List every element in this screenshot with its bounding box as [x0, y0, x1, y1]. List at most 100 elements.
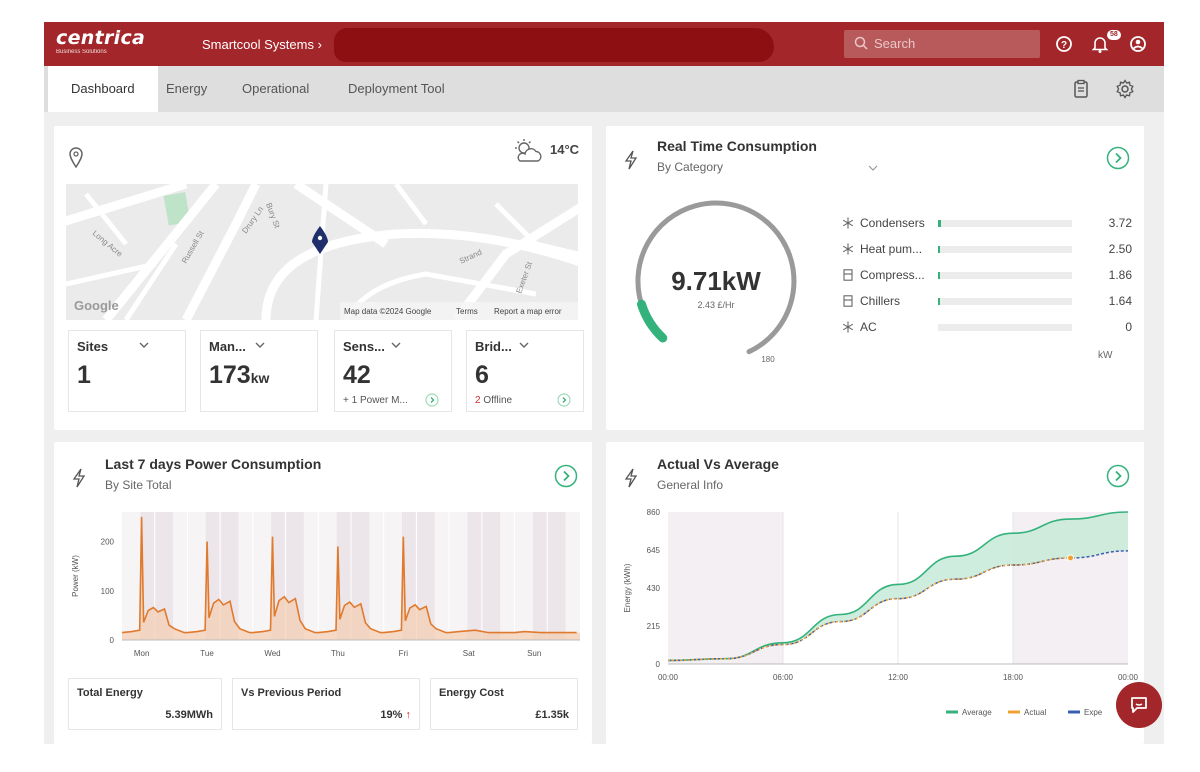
summary-vs-previous: Vs Previous Period 19% ↑ [232, 678, 420, 730]
card-subtitle: General Info [657, 478, 724, 492]
category-value: 1.86 [1108, 268, 1132, 282]
power-7days-card: Last 7 days Power Consumption By Site To… [54, 442, 592, 744]
x-tick-label: Sat [463, 649, 476, 658]
chevron-down-icon[interactable] [519, 341, 529, 349]
unit-label: kW [1098, 350, 1113, 361]
tab-energy[interactable]: Energy [166, 81, 208, 96]
google-mark: Google [74, 298, 119, 313]
category-row[interactable]: AC 0 [842, 318, 1132, 338]
consumption-gauge: 9.71kW 2.43 £/Hr 180 [635, 200, 797, 364]
x-tick-label: 00:00 [658, 673, 679, 682]
tab-dashboard[interactable]: Dashboard [48, 66, 158, 112]
card-title: Actual Vs Average [657, 456, 779, 472]
chevron-down-icon[interactable] [868, 164, 878, 172]
x-tick-label: Sun [527, 649, 541, 658]
y-tick-label: 860 [647, 508, 661, 517]
user-icon[interactable] [1128, 34, 1148, 54]
card-title: Real Time Consumption [657, 138, 817, 154]
partly-cloudy-icon [515, 139, 542, 162]
arrow-right-circle-icon[interactable] [1106, 146, 1130, 170]
stat-value: 42 [343, 361, 371, 389]
category-name: Condensers [860, 216, 925, 230]
category-row[interactable]: Heat pum... 2.50 [842, 240, 1132, 260]
actual-current-point[interactable] [1067, 554, 1074, 562]
power-chart[interactable]: 0 100 200 Mon Tue Wed Thu Fri Sat Sun Power (kW) [64, 502, 584, 672]
lightning-icon [72, 468, 86, 488]
stat-sites[interactable]: Sites 1 [68, 330, 186, 412]
breadcrumb-site[interactable]: Smartcool Systems › [202, 37, 322, 52]
map-canvas[interactable]: Long Acre Russell St Drury Ln Bury St St… [66, 184, 578, 320]
y-axis-label: Power (kW) [71, 555, 80, 597]
category-bar-fill [938, 272, 940, 279]
category-bar [938, 324, 1072, 331]
category-bar-fill [938, 298, 940, 305]
chat-icon [1131, 697, 1147, 713]
clipboard-icon[interactable] [1070, 78, 1092, 100]
daytime-band [532, 512, 566, 640]
card-subtitle: By Category [657, 160, 724, 174]
category-row[interactable]: Chillers 1.64 [842, 292, 1132, 312]
logo[interactable]: centrica Business Solutions [56, 28, 145, 56]
arrow-right-circle-icon[interactable] [557, 393, 571, 407]
actual-vs-average-card: Actual Vs Average General Info 0 215 430 64… [606, 442, 1144, 744]
x-tick-label: 18:00 [1003, 673, 1024, 682]
x-tick-label: Thu [331, 649, 345, 658]
stat-value: 1 [77, 361, 91, 389]
top-bar: centrica Business Solutions Smartcool Sy… [44, 22, 1164, 66]
y-tick-label: 430 [647, 584, 661, 593]
stat-label: Sens... [343, 339, 385, 354]
gear-icon[interactable] [1114, 78, 1136, 100]
chevron-down-icon[interactable] [139, 341, 149, 349]
x-tick-label: 00:00 [1118, 673, 1139, 682]
legend-label[interactable]: Average [962, 708, 992, 717]
location-pin-icon [69, 147, 83, 168]
y-tick-label: 200 [101, 538, 115, 547]
logo-subtitle: Business Solutions [56, 49, 107, 55]
realtime-consumption-card: Real Time Consumption By Category 9.71kW… [606, 126, 1144, 430]
tab-operational[interactable]: Operational [242, 81, 310, 96]
app-window: centrica Business Solutions Smartcool Sy… [44, 22, 1164, 744]
category-bar-fill [938, 220, 941, 227]
category-name: AC [860, 320, 877, 334]
lightning-icon [624, 468, 638, 488]
chevron-down-icon[interactable] [255, 341, 265, 349]
search-input[interactable]: Search [844, 30, 1040, 58]
stat-value: 6 [475, 361, 489, 389]
x-tick-label: 06:00 [773, 673, 794, 682]
arrow-right-circle-icon[interactable] [1106, 464, 1130, 488]
category-bar [938, 246, 1072, 253]
arrow-right-circle-icon[interactable] [554, 464, 578, 488]
stat-sensors[interactable]: Sens... 42 + 1 Power M... [334, 330, 452, 412]
gauge-rate: 2.43 £/Hr [697, 300, 734, 310]
category-row[interactable]: Compress... 1.86 [842, 266, 1132, 286]
stat-bridges[interactable]: Brid... 6 2 Offline [466, 330, 584, 412]
chat-button[interactable] [1116, 682, 1162, 728]
legend-label[interactable]: Actual [1024, 708, 1046, 717]
category-row[interactable]: Condensers 3.72 [842, 214, 1132, 234]
search-icon [854, 36, 868, 50]
chevron-down-icon[interactable] [391, 341, 401, 349]
tab-deployment-tool[interactable]: Deployment Tool [348, 81, 445, 96]
stat-note: + 1 Power M... [343, 395, 408, 406]
map-report-link[interactable]: Report a map error [494, 307, 562, 316]
x-tick-label: Mon [134, 649, 150, 658]
help-icon[interactable]: ? [1054, 34, 1074, 54]
summary-label: Total Energy [77, 687, 143, 699]
summary-total-energy: Total Energy 5.39MWh [68, 678, 222, 730]
site-map[interactable]: Long Acre Russell St Drury Ln Bury St St… [66, 184, 578, 320]
night-band [668, 512, 783, 664]
category-name: Chillers [860, 294, 901, 308]
x-tick-label: Wed [264, 649, 280, 658]
category-name: Heat pum... [860, 242, 923, 256]
map-terms-link[interactable]: Terms [456, 307, 478, 316]
category-value: 0 [1125, 320, 1132, 334]
y-tick-label: 215 [647, 622, 661, 631]
actual-vs-average-chart[interactable]: 0 215 430 645 860 00:00 06:00 12:00 18:00 00:00 En… [616, 502, 1144, 742]
summary-value: 19% ↑ [380, 709, 411, 721]
stat-managed[interactable]: Man... 173kw [200, 330, 318, 412]
bell-icon[interactable] [1090, 34, 1110, 54]
arrow-right-circle-icon[interactable] [425, 393, 439, 407]
snowflake-icon [842, 321, 854, 333]
daytime-band [467, 512, 501, 640]
legend-label[interactable]: Expe [1084, 708, 1103, 717]
